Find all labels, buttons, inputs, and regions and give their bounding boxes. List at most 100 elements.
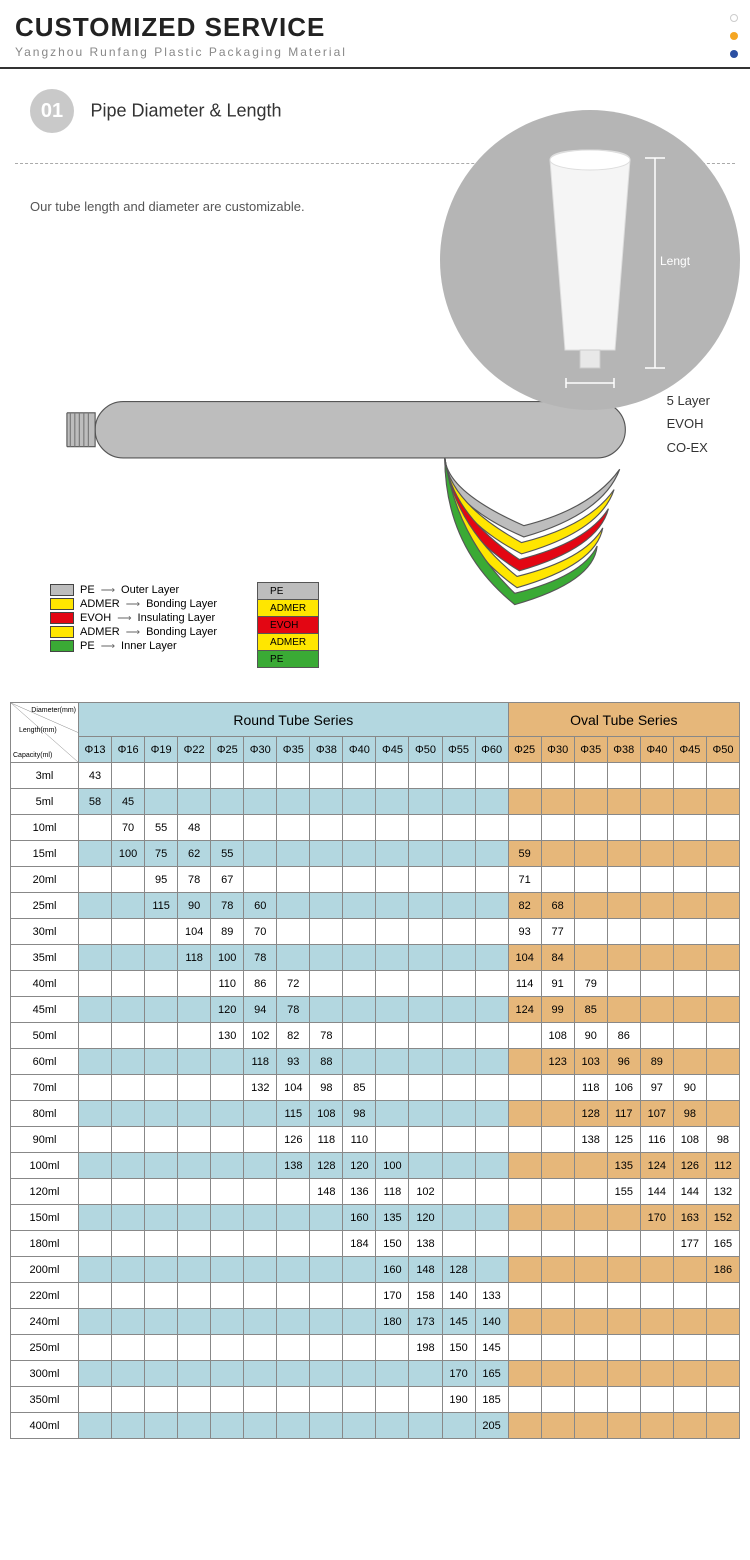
cell: 158 (409, 1283, 442, 1309)
cell (145, 1127, 178, 1153)
cell (442, 1049, 475, 1075)
cell (145, 1179, 178, 1205)
capacity-cell: 150ml (11, 1205, 79, 1231)
cell: 120 (343, 1153, 376, 1179)
round-series-header: Round Tube Series (79, 703, 509, 737)
cell: 150 (376, 1231, 409, 1257)
cell: 135 (607, 1153, 640, 1179)
cell: 100 (376, 1153, 409, 1179)
cell: 138 (277, 1153, 310, 1179)
cell (673, 841, 706, 867)
cell (178, 971, 211, 997)
cell (541, 1413, 574, 1439)
cell (145, 1153, 178, 1179)
cell (409, 1413, 442, 1439)
cell (706, 1335, 739, 1361)
cell (79, 1413, 112, 1439)
cell (178, 1153, 211, 1179)
cell (574, 893, 607, 919)
cell (574, 1361, 607, 1387)
cell (79, 1179, 112, 1205)
table-row: 220ml170158140133 (11, 1283, 740, 1309)
cell (475, 1127, 508, 1153)
cell: 144 (640, 1179, 673, 1205)
cell (541, 1127, 574, 1153)
cell: 136 (343, 1179, 376, 1205)
cell (112, 1413, 145, 1439)
table-row: 40ml11086721149179 (11, 971, 740, 997)
cell (211, 1361, 244, 1387)
cell (277, 1179, 310, 1205)
cell (706, 789, 739, 815)
cell: 138 (409, 1231, 442, 1257)
cell (706, 1283, 739, 1309)
cell (178, 1179, 211, 1205)
cell: 108 (310, 1101, 343, 1127)
cell: 132 (706, 1179, 739, 1205)
cell (112, 1335, 145, 1361)
arrow-icon: ⟶ (101, 641, 115, 652)
cell: 140 (475, 1309, 508, 1335)
cell (442, 867, 475, 893)
cell (211, 1309, 244, 1335)
cell: 48 (178, 815, 211, 841)
cell (475, 867, 508, 893)
cell (508, 1361, 541, 1387)
cell (145, 1049, 178, 1075)
cell (79, 1335, 112, 1361)
cell: 91 (541, 971, 574, 997)
cell (112, 1179, 145, 1205)
cell (277, 841, 310, 867)
cell: 77 (541, 919, 574, 945)
cell (310, 1387, 343, 1413)
cell (574, 1283, 607, 1309)
cell: 190 (442, 1387, 475, 1413)
cell: 60 (244, 893, 277, 919)
cell (409, 1023, 442, 1049)
cell (607, 1231, 640, 1257)
cell (574, 1231, 607, 1257)
table-row: 400ml205 (11, 1413, 740, 1439)
cell (79, 1049, 112, 1075)
cell (607, 997, 640, 1023)
cell: 78 (178, 867, 211, 893)
cell (508, 1257, 541, 1283)
cell: 45 (112, 789, 145, 815)
cell (640, 945, 673, 971)
cell (343, 971, 376, 997)
table-row: 80ml1151089812811710798 (11, 1101, 740, 1127)
cell (409, 867, 442, 893)
cell (244, 789, 277, 815)
capacity-cell: 120ml (11, 1179, 79, 1205)
cell (343, 1049, 376, 1075)
cell: 120 (409, 1205, 442, 1231)
cell (211, 1335, 244, 1361)
cell (607, 867, 640, 893)
cell: 79 (574, 971, 607, 997)
capacity-cell: 60ml (11, 1049, 79, 1075)
cell: 123 (541, 1049, 574, 1075)
cell: 95 (145, 867, 178, 893)
capacity-cell: 35ml (11, 945, 79, 971)
cell (442, 815, 475, 841)
cell (640, 1387, 673, 1413)
cell (409, 919, 442, 945)
cell (310, 1283, 343, 1309)
cell: 118 (178, 945, 211, 971)
cell: 128 (574, 1101, 607, 1127)
legend-desc: Inner Layer (121, 640, 177, 652)
cell: 138 (574, 1127, 607, 1153)
cell (79, 1127, 112, 1153)
cell (244, 1205, 277, 1231)
cell (574, 1153, 607, 1179)
cell (310, 919, 343, 945)
cell (409, 1075, 442, 1101)
cell: 86 (607, 1023, 640, 1049)
cell (79, 1231, 112, 1257)
cell (442, 1205, 475, 1231)
col-header: Φ45 (376, 737, 409, 763)
cell: 93 (277, 1049, 310, 1075)
capacity-cell: 250ml (11, 1335, 79, 1361)
col-header: Φ38 (310, 737, 343, 763)
cell (343, 789, 376, 815)
